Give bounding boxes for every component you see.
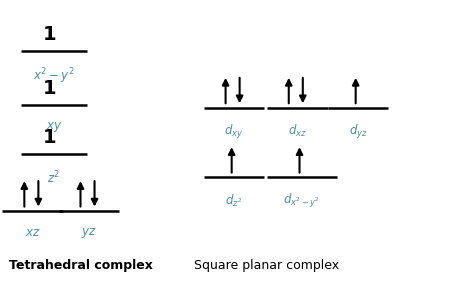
Text: $d_{xy}$: $d_{xy}$ bbox=[224, 123, 244, 141]
Text: Square planar complex: Square planar complex bbox=[194, 259, 339, 272]
Text: $d_{xz}$: $d_{xz}$ bbox=[288, 123, 307, 139]
Text: $d_{yz}$: $d_{yz}$ bbox=[349, 123, 367, 141]
Text: $x^2 - y^2$: $x^2 - y^2$ bbox=[33, 67, 75, 86]
Text: $d_{x^2-y^2}$: $d_{x^2-y^2}$ bbox=[283, 192, 321, 211]
Text: $xz$: $xz$ bbox=[25, 226, 41, 239]
Text: 1: 1 bbox=[42, 25, 56, 44]
Text: $z^2$: $z^2$ bbox=[47, 170, 60, 186]
Text: 1: 1 bbox=[42, 128, 56, 147]
Text: Tetrahedral complex: Tetrahedral complex bbox=[9, 259, 153, 272]
Text: $xy$: $xy$ bbox=[46, 120, 62, 134]
Text: $d_{z^2}$: $d_{z^2}$ bbox=[226, 192, 242, 209]
Text: 1: 1 bbox=[42, 79, 56, 98]
Text: $yz$: $yz$ bbox=[81, 226, 97, 240]
